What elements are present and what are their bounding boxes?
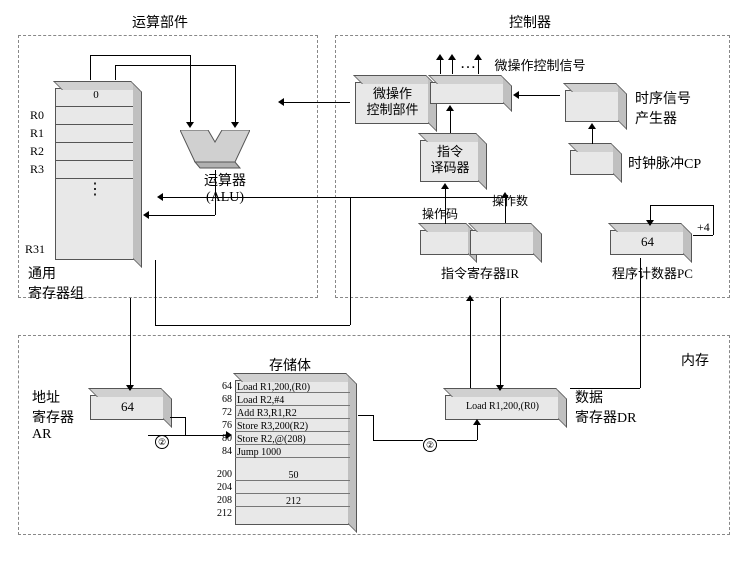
addr-76: 76 [212, 420, 232, 431]
alu-label: 运算器 (ALU) [195, 170, 255, 206]
reg-r0 [56, 107, 134, 125]
dr: Load R1,200,(R0) [445, 395, 560, 420]
mem-row-80: Store R2,@(208) [235, 432, 350, 445]
mem-row-76: Store R3,200(R2) [235, 419, 350, 432]
memory-title: 内存 [670, 350, 720, 370]
addr-212: 212 [207, 508, 232, 519]
reg-label-r1: R1 [30, 126, 44, 141]
arithmetic-title: 运算部件 [110, 12, 210, 32]
mem-row-72: Add R3,R1,R2 [235, 406, 350, 419]
pc-label: 程序计数器PC [605, 263, 700, 282]
mem-row-64: Load R1,200,(R0) [235, 380, 350, 393]
micro-op-bar [430, 82, 505, 104]
reg-label-r0: R0 [30, 108, 44, 123]
reg-label-r3: R3 [30, 162, 44, 177]
addr-84: 84 [212, 446, 232, 457]
addr-64: 64 [212, 381, 232, 392]
mem-rows: Load R1,200,(R0) Load R2,#4 Add R3,R1,R2… [235, 380, 350, 525]
mem-row-204 [235, 481, 350, 494]
pc: 64 [610, 230, 685, 255]
controller-title: 控制器 [490, 12, 570, 32]
clock-label: 时钟脉冲CP [628, 153, 723, 173]
dr-label: 数据 寄存器DR [575, 387, 645, 427]
reg-r2 [56, 143, 134, 161]
decoder: 指令 译码器 [420, 140, 480, 182]
alu [180, 130, 250, 174]
addr-208: 208 [207, 495, 232, 506]
mem-body-title: 存储体 [260, 355, 320, 375]
reg-dots: ⋮ [56, 179, 134, 234]
ir-label: 指令寄存器IR [420, 263, 540, 282]
ir-opcode [420, 230, 470, 255]
reg-zero: 0 [56, 89, 134, 107]
reg-r3 [56, 161, 134, 179]
circle-ar: ② [155, 435, 169, 449]
reg-label-r31: R31 [25, 242, 45, 257]
reg-r31 [56, 234, 134, 252]
ar: 64 [90, 395, 165, 420]
addr-72: 72 [212, 407, 232, 418]
addr-68: 68 [212, 394, 232, 405]
memory-region [18, 335, 730, 535]
mem-row-84: Jump 1000 [235, 445, 350, 458]
opcode-label: 操作码 [415, 205, 465, 222]
operand-label: 操作数 [485, 192, 535, 209]
mem-row-212 [235, 507, 350, 520]
mem-row-68: Load R2,#4 [235, 393, 350, 406]
reg-r1 [56, 125, 134, 143]
micro-op-ctrl: 微操作 控制部件 [355, 82, 430, 124]
addr-204: 204 [207, 482, 232, 493]
timing-gen [565, 90, 620, 122]
mem-row-208: 212 [235, 494, 350, 507]
register-file: 0 ⋮ [55, 88, 135, 260]
clock [570, 150, 615, 175]
circle-dr: ② [423, 438, 437, 452]
pc-inc: +4 [697, 220, 710, 235]
mem-row-200: 50 [235, 468, 350, 481]
reg-label-r2: R2 [30, 144, 44, 159]
timing-label: 时序信号 产生器 [635, 88, 710, 128]
ar-label: 地址 寄存器AR [32, 387, 92, 443]
micro-signal: 微操作控制信号 [485, 55, 595, 74]
ir-operand [470, 230, 535, 255]
regfile-title: 通用 寄存器组 [28, 263, 88, 303]
addr-200: 200 [207, 469, 232, 480]
